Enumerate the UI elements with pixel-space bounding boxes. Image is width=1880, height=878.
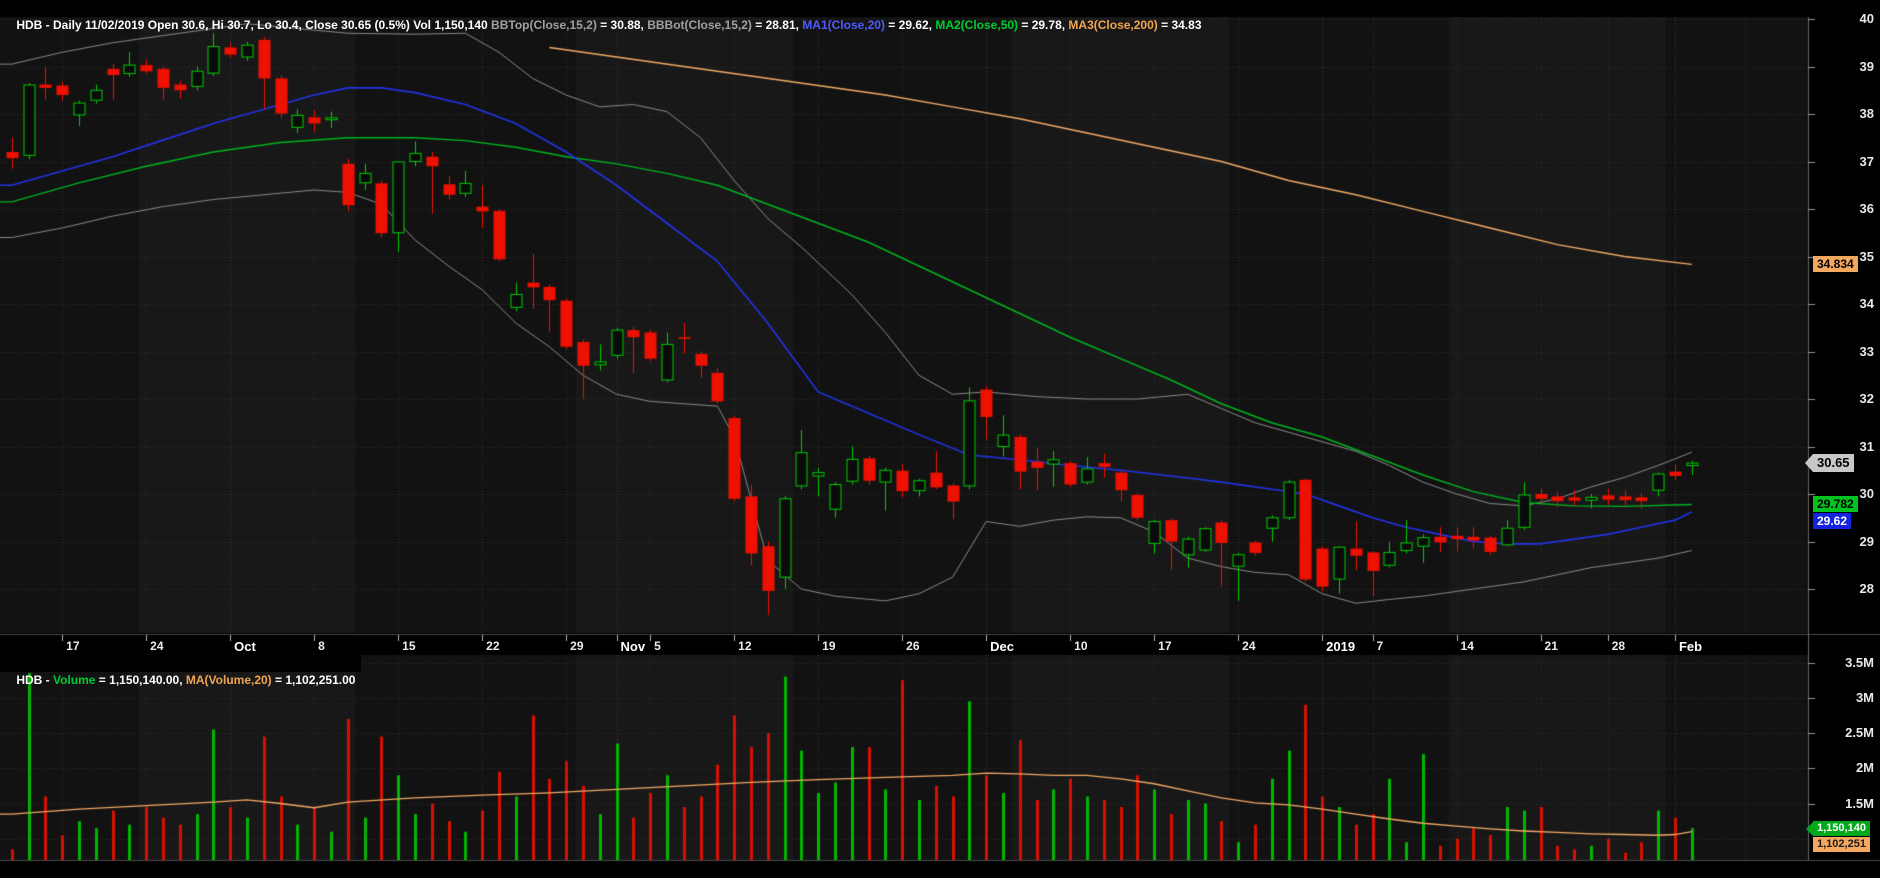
- last-volume-tag: 1,150,140: [1806, 821, 1870, 837]
- price-axis-label-35: 35: [1859, 248, 1874, 264]
- volume-axis-label-3.5M: 3.5M: [1845, 654, 1874, 670]
- bbtop-indicator-value: = 30.88,: [596, 18, 648, 32]
- ma20-tag-value: 29.62: [1817, 514, 1848, 529]
- price-axis-label-32: 32: [1859, 391, 1874, 406]
- ma50-price-tag: 29.782: [1813, 496, 1858, 513]
- volume-symbol-label: HDB -: [16, 673, 54, 687]
- volume-axis-label-3M: 3M: [1855, 689, 1874, 705]
- ma1-indicator-label: MA1(Close,20): [802, 18, 885, 32]
- last-price-arrow-icon: [1805, 454, 1813, 473]
- date-tick-label-21: 21: [1544, 639, 1558, 653]
- date-tick-label-Feb: Feb: [1678, 639, 1703, 654]
- price-axis-label-28: 28: [1859, 581, 1874, 596]
- volume-axis-label-1.5M: 1.5M: [1845, 795, 1874, 811]
- price-axis-label-39: 39: [1859, 58, 1874, 74]
- date-tick-label-19: 19: [822, 639, 836, 653]
- date-tick-label-22: 22: [486, 639, 500, 653]
- date-tick-label-17: 17: [66, 639, 80, 653]
- date-tick-label-10: 10: [1074, 639, 1088, 653]
- date-tick-label-Nov: Nov: [620, 639, 646, 654]
- volume-ma-indicator-label: MA(Volume,20): [185, 673, 272, 687]
- price-axis-label-37: 37: [1859, 153, 1874, 169]
- bbbot-indicator-value: = 28.81,: [751, 18, 803, 32]
- date-tick-label-Dec: Dec: [990, 639, 1015, 654]
- volume-panel-header: HDB - Volume = 1,150,140.00, MA(Volume,2…: [0, 655, 362, 687]
- ma200-price-tag: 34.834: [1813, 256, 1858, 273]
- date-tick-label-24: 24: [150, 639, 164, 653]
- price-axis-label-36: 36: [1859, 201, 1874, 216]
- volume-indicator-label: Volume: [53, 673, 96, 687]
- date-tick-label-26: 26: [906, 639, 920, 653]
- date-tick-label-8: 8: [318, 639, 325, 653]
- last-price-tag: 30.65: [1805, 454, 1854, 473]
- volume-ma-indicator-value: = 1,102,251.00: [271, 673, 356, 687]
- volume-indicator-value: = 1,150,140.00,: [95, 673, 186, 687]
- last-price-tag-value: 30.65: [1817, 455, 1850, 471]
- date-tick-label-29: 29: [570, 639, 584, 653]
- date-tick-label-12: 12: [738, 639, 752, 653]
- last-volume-tag-value: 1,150,140: [1817, 822, 1866, 835]
- volume-ma-tag-value: 1,102,251: [1817, 838, 1866, 851]
- ma3-indicator-label: MA3(Close,200): [1068, 18, 1158, 32]
- date-tick-label-Oct: Oct: [234, 639, 256, 654]
- price-axis-label-34: 34: [1859, 296, 1874, 311]
- ma20-price-tag: 29.62: [1813, 513, 1852, 530]
- ma2-indicator-label: MA2(Close,50): [935, 18, 1019, 32]
- date-tick-label-2019: 2019: [1326, 639, 1356, 654]
- price-axis-label-31: 31: [1859, 438, 1874, 454]
- volume-ma-tag: 1,102,251: [1813, 837, 1870, 853]
- date-tick-label-5: 5: [654, 639, 661, 653]
- date-tick-label-17: 17: [1158, 639, 1172, 653]
- price-axis-label-30: 30: [1859, 486, 1874, 501]
- price-axis-label-29: 29: [1859, 533, 1874, 549]
- ma3-indicator-value: = 34.83: [1157, 18, 1202, 32]
- ma50-tag-value: 29.782: [1817, 497, 1854, 512]
- volume-axis-label-2.5M: 2.5M: [1845, 725, 1874, 740]
- date-tick-label-24: 24: [1242, 639, 1256, 653]
- date-tick-label-28: 28: [1611, 639, 1626, 653]
- last-volume-arrow-icon: [1806, 821, 1813, 836]
- price-axis-label-38: 38: [1859, 106, 1874, 121]
- date-tick-label-15: 15: [402, 639, 416, 653]
- price-axis-label-33: 33: [1859, 343, 1874, 359]
- date-tick-label-14: 14: [1460, 639, 1474, 653]
- ma200-tag-value: 34.834: [1817, 257, 1854, 272]
- volume-axis-label-2M: 2M: [1855, 760, 1874, 776]
- bbtop-indicator-label: BBTop(Close,15,2): [491, 18, 597, 32]
- ma2-indicator-value: = 29.78,: [1018, 18, 1069, 32]
- price-panel-header: HDB - Daily 11/02/2019 Open 30.6, Hi 30.…: [0, 0, 1208, 32]
- ohlc-readout: HDB - Daily 11/02/2019 Open 30.6, Hi 30.…: [16, 18, 492, 32]
- date-tick-label-7: 7: [1376, 639, 1384, 653]
- price-axis-label-40: 40: [1859, 11, 1874, 26]
- ma1-indicator-value: = 29.62,: [884, 18, 936, 32]
- bbbot-indicator-label: BBBot(Close,15,2): [647, 18, 752, 32]
